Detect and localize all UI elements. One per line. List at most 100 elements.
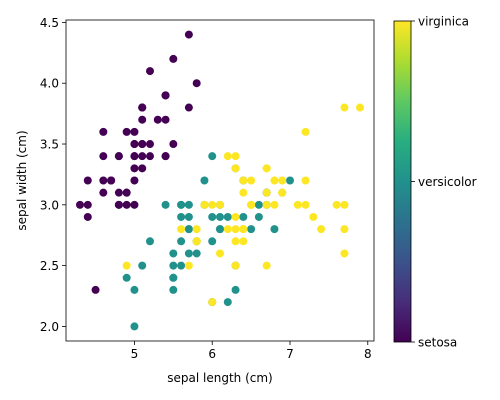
data-point-versicolor [177, 261, 186, 270]
data-point-virginica [278, 176, 287, 185]
data-point-virginica [177, 225, 186, 234]
data-point-setosa [138, 152, 147, 161]
data-point-virginica [332, 200, 341, 209]
data-point-versicolor [130, 322, 139, 331]
data-point-virginica [231, 225, 240, 234]
data-point-virginica [270, 200, 279, 209]
data-point-virginica [239, 237, 248, 246]
data-point-virginica [239, 225, 248, 234]
data-point-setosa [138, 115, 147, 124]
data-point-versicolor [192, 249, 201, 258]
data-point-virginica [239, 188, 248, 197]
data-point-setosa [99, 127, 108, 136]
data-point-setosa [83, 176, 92, 185]
data-point-versicolor [177, 212, 186, 221]
data-point-setosa [114, 200, 123, 209]
colorbar-tick-label-setosa: setosa [418, 336, 457, 350]
data-point-virginica [309, 212, 318, 221]
x-tick-label: 8 [364, 347, 372, 361]
y-tick-label: 4.0 [40, 77, 59, 91]
data-point-setosa [184, 30, 193, 39]
data-point-versicolor [169, 285, 178, 294]
x-axis-label: sepal length (cm) [167, 371, 272, 385]
data-point-virginica [200, 200, 209, 209]
data-point-setosa [130, 127, 139, 136]
data-point-setosa [122, 188, 131, 197]
data-point-versicolor [254, 200, 263, 209]
data-point-virginica [216, 200, 224, 209]
data-point-versicolor [122, 273, 131, 282]
data-point-virginica [301, 200, 310, 209]
data-point-virginica [192, 237, 201, 246]
data-point-virginica [262, 164, 271, 173]
data-point-versicolor [184, 225, 193, 234]
data-point-virginica [262, 261, 271, 270]
data-point-versicolor [161, 200, 170, 209]
data-point-virginica [223, 225, 232, 234]
y-tick-label: 3.0 [40, 198, 59, 212]
data-point-versicolor [208, 237, 217, 246]
data-point-setosa [76, 200, 84, 209]
data-point-setosa [130, 176, 139, 185]
data-point-versicolor [184, 249, 193, 258]
data-point-versicolor [208, 212, 217, 221]
data-point-setosa [146, 67, 154, 76]
data-point-setosa [99, 152, 108, 161]
x-tick-label: 7 [286, 347, 294, 361]
data-point-setosa [161, 152, 170, 161]
data-point-virginica [356, 103, 364, 112]
data-point-virginica [301, 176, 310, 185]
data-point-setosa [138, 164, 147, 173]
data-point-versicolor [146, 237, 154, 246]
data-point-versicolor [169, 273, 178, 282]
y-tick-label: 4.5 [40, 16, 59, 30]
data-point-versicolor [231, 285, 240, 294]
data-point-setosa [83, 212, 92, 221]
data-point-virginica [340, 249, 349, 258]
data-point-setosa [153, 115, 162, 124]
data-point-virginica [293, 200, 302, 209]
data-point-virginica [340, 200, 349, 209]
data-point-versicolor [286, 176, 294, 185]
data-point-versicolor [223, 298, 232, 307]
data-point-versicolor [138, 261, 147, 270]
data-point-versicolor [216, 225, 224, 234]
data-point-virginica [340, 225, 349, 234]
data-point-setosa [107, 176, 116, 185]
data-point-setosa [138, 140, 147, 149]
data-point-setosa [130, 164, 139, 173]
data-point-virginica [231, 152, 240, 161]
data-point-virginica [340, 103, 349, 112]
data-point-virginica [301, 127, 310, 136]
colorbar-tick-label-virginica: virginica [418, 15, 469, 29]
y-axis-label: sepal width (cm) [15, 130, 29, 230]
data-point-versicolor [169, 249, 178, 258]
data-point-virginica [231, 261, 240, 270]
data-point-setosa [99, 188, 108, 197]
data-point-virginica [184, 261, 193, 270]
data-point-setosa [184, 103, 193, 112]
data-point-virginica [231, 212, 240, 221]
x-tick-label: 6 [208, 347, 216, 361]
data-point-setosa [122, 200, 131, 209]
data-point-setosa [99, 176, 108, 185]
y-tick-label: 2.5 [40, 259, 59, 273]
data-point-versicolor [208, 152, 217, 161]
data-point-versicolor [223, 212, 232, 221]
data-point-setosa [169, 140, 178, 149]
data-point-virginica [317, 225, 326, 234]
data-point-setosa [122, 127, 131, 136]
points-layer [76, 30, 364, 331]
data-point-setosa [161, 115, 170, 124]
data-point-virginica [278, 188, 287, 197]
data-point-setosa [130, 140, 139, 149]
data-point-versicolor [169, 261, 178, 270]
data-point-virginica [231, 237, 240, 246]
data-point-versicolor [200, 176, 209, 185]
data-point-setosa [146, 152, 154, 161]
y-tick-label: 2.0 [40, 320, 59, 334]
data-point-versicolor [254, 212, 263, 221]
data-point-virginica [122, 261, 131, 270]
y-tick-label: 3.5 [40, 138, 59, 152]
